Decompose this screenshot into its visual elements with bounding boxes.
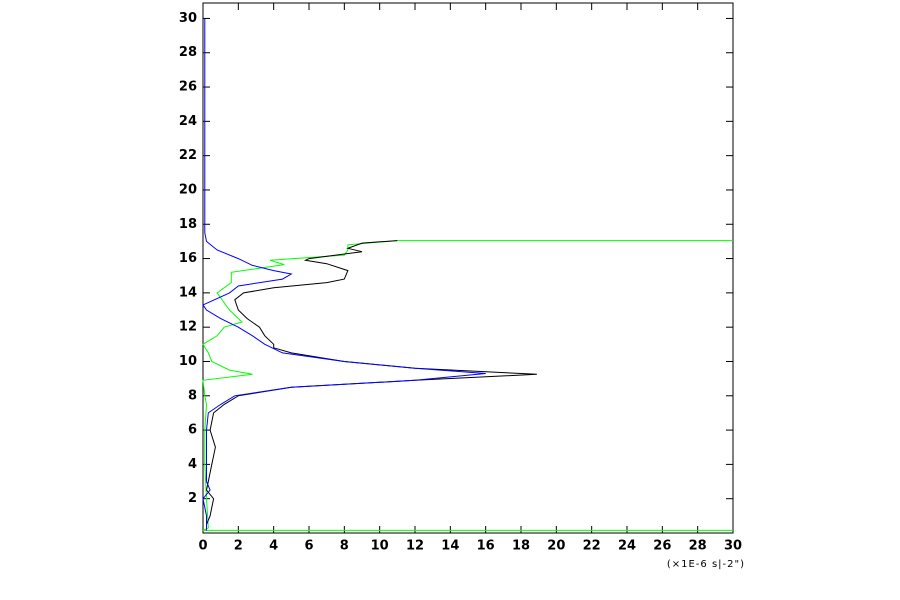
y-tick-label: 20 (179, 182, 197, 197)
x-tick-label: 24 (618, 539, 636, 554)
x-tick-label: 6 (304, 539, 313, 554)
y-tick-label: 18 (179, 217, 197, 232)
y-tick-label: 22 (179, 148, 197, 163)
y-tick-label: 6 (188, 423, 197, 438)
x-tick-label: 14 (441, 539, 459, 554)
x-tick-label: 20 (547, 539, 565, 554)
y-tick-label: 10 (179, 354, 197, 369)
axis-unit-note: (×1E-6 s|-2") (667, 559, 745, 570)
y-tick-label: 4 (188, 457, 197, 472)
y-tick-label: 26 (179, 80, 197, 95)
y-tick-label: 14 (179, 285, 197, 300)
profile-line (205, 240, 537, 531)
y-tick-label: 30 (179, 11, 197, 26)
x-tick-label: 30 (724, 539, 742, 554)
x-tick-label: 22 (583, 539, 601, 554)
x-tick-label: 26 (653, 539, 671, 554)
x-tick-label: 8 (340, 539, 349, 554)
x-tick-label: 2 (234, 539, 243, 554)
profile-line (202, 18, 486, 531)
x-tick-label: 0 (198, 539, 207, 554)
y-tick-label: 28 (179, 45, 197, 60)
x-tick-label: 10 (371, 539, 389, 554)
x-tick-label: 4 (269, 539, 278, 554)
y-tick-label: 24 (179, 114, 197, 129)
y-tick-label: 16 (179, 251, 197, 266)
plot-frame (202, 2, 734, 534)
y-tick-label: 2 (188, 491, 197, 506)
y-tick-label: 8 (188, 388, 197, 403)
x-tick-label: 16 (477, 539, 495, 554)
y-tick-label: 12 (179, 320, 197, 335)
x-tick-label: 28 (689, 539, 707, 554)
x-tick-label: 18 (512, 539, 530, 554)
profile-line (202, 240, 733, 531)
x-tick-label: 12 (406, 539, 424, 554)
